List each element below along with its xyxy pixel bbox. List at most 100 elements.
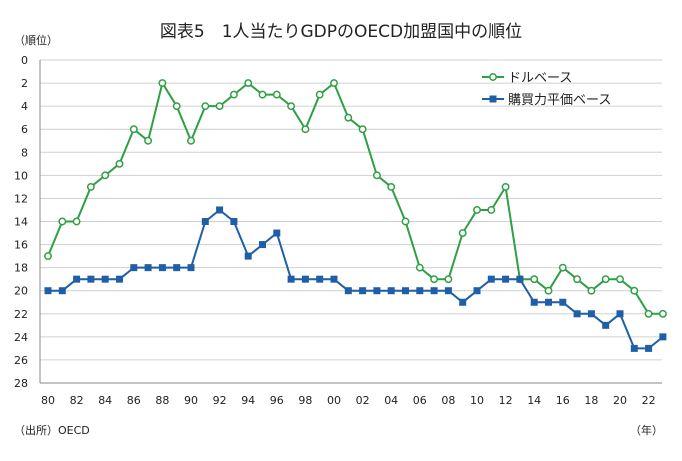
data-point	[558, 263, 567, 272]
data-point	[44, 252, 52, 261]
data-point	[415, 263, 424, 272]
data-point	[116, 275, 123, 283]
data-point	[487, 275, 495, 283]
x-tick-label: 00	[327, 394, 341, 407]
y-tick-label: 12	[14, 192, 28, 205]
data-point	[86, 182, 95, 191]
data-point	[616, 275, 624, 284]
x-tick-label: 88	[155, 394, 169, 407]
x-tick-label: 14	[527, 394, 541, 407]
y-axis-label: （順位）	[14, 33, 58, 47]
data-point	[201, 218, 209, 225]
series-2	[44, 206, 667, 352]
data-point	[430, 287, 438, 295]
y-tick-label: 8	[21, 146, 28, 159]
data-point	[344, 113, 353, 122]
legend-marker	[489, 95, 497, 103]
data-point	[601, 275, 610, 284]
data-point	[101, 171, 110, 180]
y-tick-label: 22	[14, 308, 28, 321]
y-tick-label: 2	[21, 77, 28, 90]
data-point	[630, 344, 638, 352]
x-tick-label: 20	[613, 394, 627, 407]
y-tick-label: 18	[14, 262, 28, 275]
data-point	[544, 286, 553, 295]
grid-layer	[40, 59, 662, 384]
x-tick-label: 16	[556, 394, 570, 407]
y-tick-label: 20	[14, 285, 28, 298]
data-point	[659, 333, 667, 341]
x-tick-label: 08	[441, 394, 455, 407]
data-point	[545, 298, 552, 306]
y-tick-label: 6	[21, 123, 28, 136]
data-point	[115, 159, 124, 168]
data-point	[330, 79, 338, 88]
y-tick-label: 4	[21, 100, 28, 113]
series-1	[44, 79, 667, 318]
data-point	[387, 182, 396, 191]
chart-title: 図表5 1人当たりGDPのOECD加盟国中の順位	[160, 22, 522, 42]
y-tick-label: 16	[14, 239, 28, 252]
y-tick-label: 10	[14, 169, 28, 182]
data-point	[587, 286, 596, 295]
data-point	[359, 287, 367, 295]
data-point	[630, 286, 639, 295]
x-tick-label: 22	[642, 394, 656, 407]
data-point	[129, 125, 138, 134]
data-point	[215, 102, 224, 111]
data-point	[487, 206, 496, 214]
data-point	[58, 287, 66, 295]
data-point	[344, 287, 352, 295]
data-point	[559, 298, 567, 306]
data-point	[301, 275, 309, 283]
x-tick-label: 80	[41, 394, 55, 407]
legend-label: 購買力平価ベース	[508, 93, 611, 108]
data-point	[130, 264, 138, 272]
data-point	[330, 275, 338, 283]
data-point	[272, 90, 281, 99]
data-point	[473, 287, 481, 295]
data-point	[430, 275, 439, 284]
source-note: （出所）OECD	[14, 423, 90, 437]
data-point	[458, 229, 467, 237]
series-layer	[44, 79, 667, 352]
x-tick-label: 94	[241, 394, 255, 407]
data-point	[158, 264, 166, 272]
data-point	[172, 102, 181, 111]
data-point	[201, 102, 210, 111]
data-point	[444, 275, 453, 284]
data-point	[315, 90, 324, 99]
data-point	[216, 206, 224, 214]
x-tick-label: 10	[470, 394, 484, 407]
x-tick-label: 12	[499, 394, 513, 407]
data-point	[530, 298, 538, 306]
data-point	[658, 309, 667, 318]
data-point	[229, 90, 238, 99]
data-point	[144, 264, 152, 272]
data-point	[587, 310, 595, 318]
data-point	[372, 171, 381, 180]
data-point	[187, 136, 195, 145]
series-line	[48, 208, 664, 350]
x-tick-label: 90	[184, 394, 198, 407]
data-point	[144, 136, 153, 145]
data-point	[187, 264, 195, 272]
y-tick-label: 14	[14, 216, 28, 229]
data-point	[287, 102, 296, 111]
data-point	[501, 182, 510, 191]
y-tick-label: 24	[14, 331, 28, 344]
data-point	[473, 206, 481, 214]
data-point	[373, 287, 381, 295]
data-point	[358, 125, 367, 134]
data-point	[230, 218, 238, 225]
x-axis-label: （年）	[630, 423, 663, 437]
data-point	[87, 275, 95, 283]
x-tick-label: 92	[213, 394, 227, 407]
y-tick-label: 0	[21, 54, 28, 67]
data-point	[244, 252, 252, 260]
data-point	[73, 275, 81, 283]
data-point	[316, 275, 324, 283]
x-tick-label: 84	[98, 394, 112, 407]
